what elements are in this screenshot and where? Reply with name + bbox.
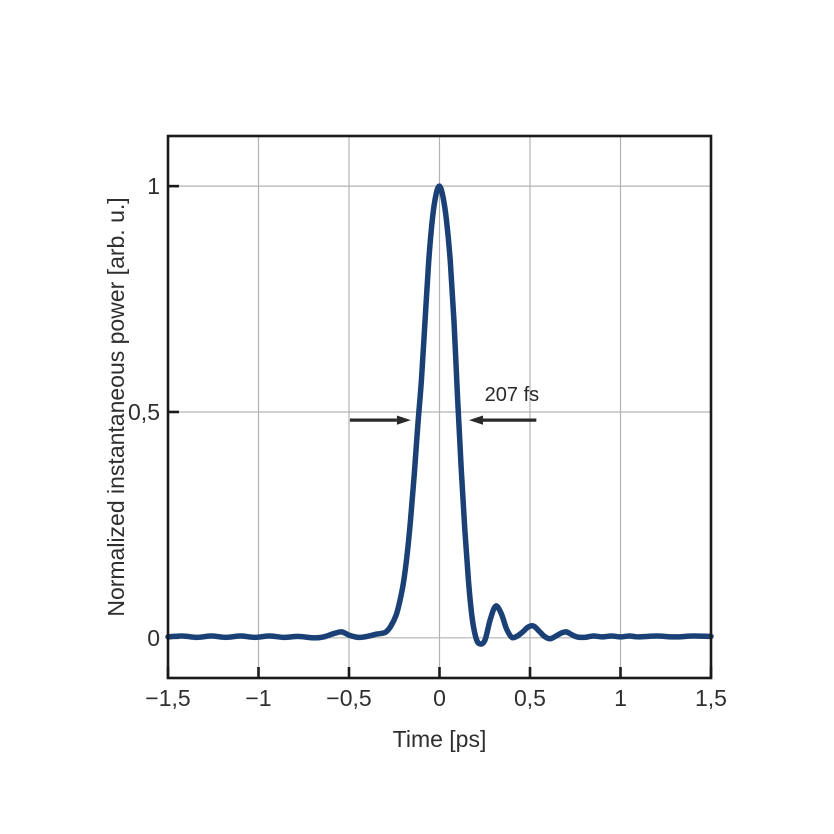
- gridlines: [168, 136, 711, 678]
- x-axis-title: Time [ps]: [393, 726, 487, 752]
- axis-ticks: [166, 184, 713, 678]
- plot-frame: [166, 134, 713, 680]
- y-axis-title: Normalized instantaneous power [arb. u.]: [103, 197, 129, 616]
- width-annotation-arrows: [349, 415, 537, 425]
- pulse-curve: [165, 183, 714, 647]
- y-tick-label: 0,5: [128, 399, 160, 425]
- x-tick-labels: −1,5 −1 −0,5 0 0,5 1 1,5: [145, 685, 727, 711]
- x-tick-label: 1,5: [695, 685, 727, 711]
- x-tick-label: −0,5: [326, 685, 371, 711]
- x-tick-label: −1,5: [145, 685, 190, 711]
- y-tick-label: 1: [147, 173, 160, 199]
- x-tick-label: 0,5: [514, 685, 546, 711]
- x-tick-label: 0: [433, 685, 446, 711]
- pulse-width-label: 207 fs: [485, 384, 539, 406]
- x-tick-label: −1: [245, 685, 271, 711]
- y-tick-labels: 00,51: [128, 173, 160, 651]
- x-tick-label: 1: [614, 685, 627, 711]
- y-tick-label: 0: [147, 625, 160, 651]
